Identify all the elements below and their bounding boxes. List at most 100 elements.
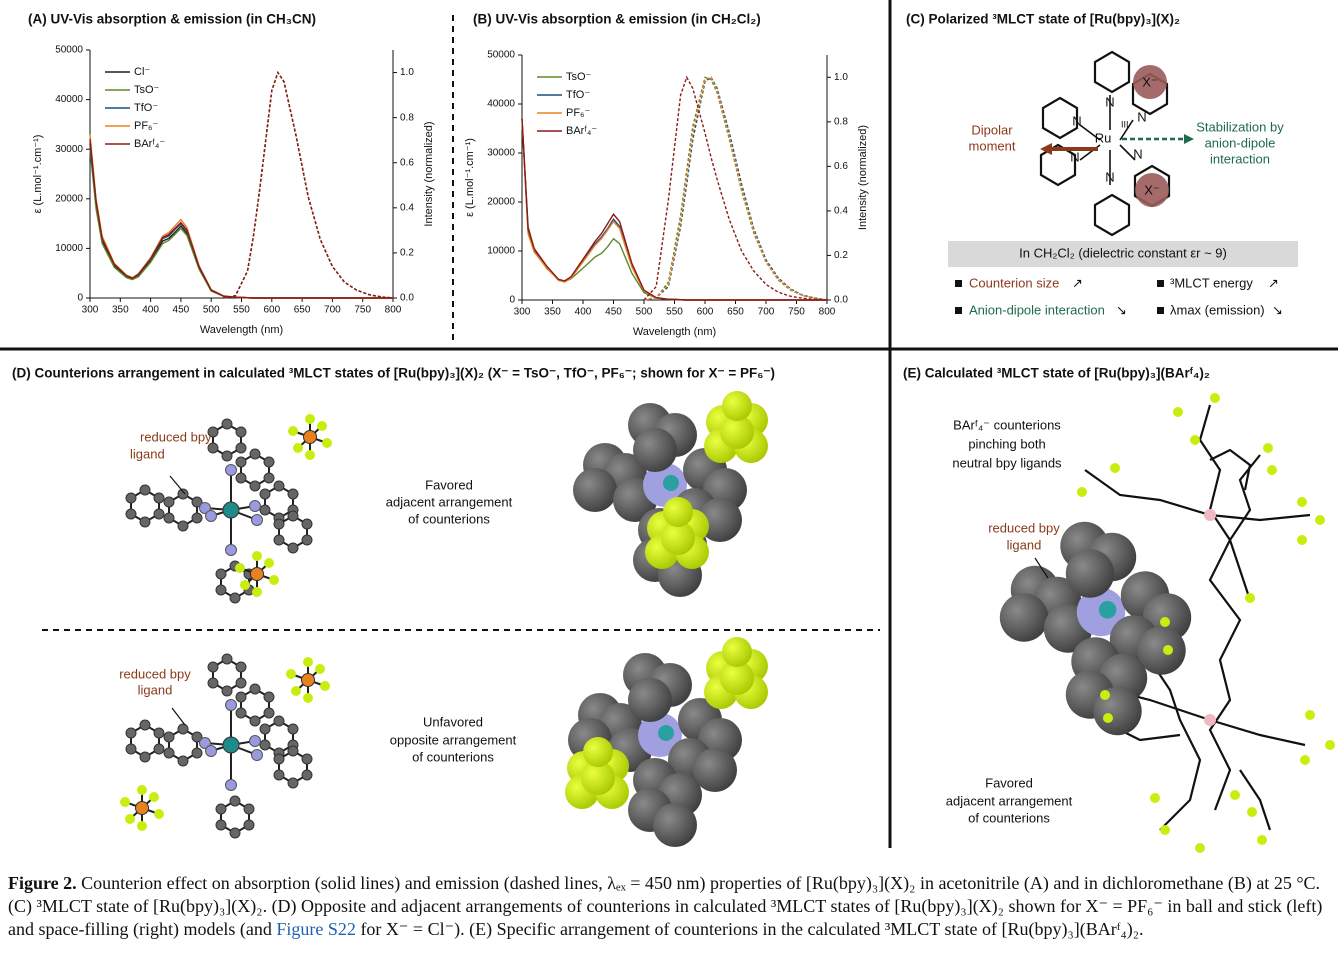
molecular-model xyxy=(999,393,1335,853)
ligand-label: reduced bpy xyxy=(119,666,191,681)
space-filling-model xyxy=(565,637,768,847)
legend-label: PF₆⁻ xyxy=(566,107,590,119)
y-tick-label: 10000 xyxy=(55,243,83,254)
y2-tick-label: 1.0 xyxy=(400,67,414,78)
ligand-label: reduced bpy xyxy=(988,520,1060,535)
ligand-label: ligand xyxy=(1007,537,1042,552)
ligand-label: ligand xyxy=(138,682,173,697)
x-tick-label: 650 xyxy=(294,305,311,316)
y-tick-label: 10000 xyxy=(487,246,515,257)
stabilization-label: interaction xyxy=(1210,151,1270,166)
x-tick-label: 750 xyxy=(788,307,805,318)
y-tick-label: 0 xyxy=(509,295,515,306)
panel-c: (C) Polarized ³MLCT state of [Ru(bpy)₃](… xyxy=(906,12,1298,317)
arrangement-label: Favored xyxy=(985,775,1033,790)
x-tick-label: 450 xyxy=(605,307,622,318)
x-tick-label: 550 xyxy=(233,305,250,316)
x-tick-label: 650 xyxy=(727,307,744,318)
ligand-label: ligand xyxy=(130,446,165,461)
charts: (A) UV-Vis absorption & emission (in CH₃… xyxy=(28,12,869,338)
row-trend: ↗ xyxy=(1268,275,1279,290)
arrangement-label: adjacent arrangement xyxy=(386,494,513,509)
x-tick-label: 500 xyxy=(636,307,653,318)
row-trend: ↘ xyxy=(1116,302,1127,317)
anion-label: X⁻ xyxy=(1142,74,1158,89)
x-tick-label: 600 xyxy=(697,307,714,318)
table-header: In CH₂Cl₂ (dielectric constant εr ~ 9) xyxy=(1019,245,1227,260)
y-tick-label: 20000 xyxy=(487,197,515,208)
legend-label: TfO⁻ xyxy=(134,102,158,114)
figure-caption: Figure 2. Counterion effect on absorptio… xyxy=(8,872,1334,941)
panel-e: (E) Calculated ³MLCT state of [Ru(bpy)₃]… xyxy=(903,366,1335,853)
ball-and-stick-model xyxy=(126,413,333,603)
ball-and-stick-model xyxy=(119,654,331,838)
bullet xyxy=(1157,307,1164,314)
row-label: ³MLCT energy xyxy=(1170,275,1253,290)
x-tick-label: 600 xyxy=(263,305,280,316)
emission-line xyxy=(643,76,828,301)
y2-axis-label: Intensity (normalized) xyxy=(423,121,435,226)
legend-label: TsO⁻ xyxy=(134,84,160,96)
space-filling-model xyxy=(573,391,768,597)
atom-label: N xyxy=(1133,146,1142,161)
x-tick-label: 300 xyxy=(82,305,99,316)
x-tick-label: 400 xyxy=(142,305,159,316)
y2-tick-label: 0.0 xyxy=(834,295,848,306)
counterion-label: pinching both xyxy=(968,436,1045,451)
y-tick-label: 50000 xyxy=(55,45,83,56)
y-tick-label: 0 xyxy=(77,293,83,304)
absorption-line xyxy=(89,134,393,299)
y-tick-label: 30000 xyxy=(55,144,83,155)
y2-tick-label: 0.6 xyxy=(400,157,414,168)
figure: (A) UV-Vis absorption & emission (in CH₃… xyxy=(0,0,1338,853)
atom-label: N xyxy=(1105,169,1114,184)
panel-title: (D) Counterions arrangement in calculate… xyxy=(12,366,775,381)
y2-tick-label: 0.2 xyxy=(400,248,414,259)
y-tick-label: 50000 xyxy=(487,50,515,61)
row-trend: ↘ xyxy=(1272,302,1283,317)
arrangement-label: of counterions xyxy=(968,810,1050,825)
x-tick-label: 700 xyxy=(324,305,341,316)
atom-label: N xyxy=(1137,109,1146,124)
caption-text: Counterion effect on absorption (solid l… xyxy=(8,873,1323,939)
ligand-label: reduced bpy xyxy=(140,429,212,444)
x-tick-label: 500 xyxy=(203,305,220,316)
x-tick-label: 700 xyxy=(758,307,775,318)
y-axis-label: ε (L.mol⁻¹.cm⁻¹) xyxy=(32,135,44,214)
y-tick-label: 40000 xyxy=(487,99,515,110)
atom-label: N xyxy=(1070,149,1079,164)
x-tick-label: 800 xyxy=(819,307,836,318)
x-tick-label: 400 xyxy=(575,307,592,318)
x-tick-label: 750 xyxy=(354,305,371,316)
y2-tick-label: 0.8 xyxy=(834,116,848,127)
stabilization-label: Stabilization by xyxy=(1196,119,1284,134)
y2-tick-label: 1.0 xyxy=(834,72,848,83)
y2-tick-label: 0.6 xyxy=(834,161,848,172)
y-tick-label: 40000 xyxy=(55,94,83,105)
x-tick-label: 350 xyxy=(112,305,129,316)
caption-link[interactable]: Figure S22 xyxy=(276,919,356,939)
x-tick-label: 800 xyxy=(385,305,402,316)
y2-axis-label: Intensity (normalized) xyxy=(857,125,869,230)
anion-label: X⁻ xyxy=(1144,182,1160,197)
emission-line xyxy=(223,70,394,299)
x-tick-label: 450 xyxy=(173,305,190,316)
counterion-label: BArᶠ₄⁻ counterions xyxy=(953,417,1061,432)
legend-label: TfO⁻ xyxy=(566,89,590,101)
y2-tick-label: 0.4 xyxy=(400,202,414,213)
panel-title: (C) Polarized ³MLCT state of [Ru(bpy)₃](… xyxy=(906,12,1180,27)
panel-title: (E) Calculated ³MLCT state of [Ru(bpy)₃]… xyxy=(903,366,1210,381)
arrangement-label: adjacent arrangement xyxy=(946,793,1073,808)
y2-tick-label: 0.2 xyxy=(834,250,848,261)
row-label: Counterion size xyxy=(969,275,1059,290)
chart-title: (B) UV-Vis absorption & emission (in CH₂… xyxy=(473,12,761,27)
arrangement-label: Favored xyxy=(425,477,473,492)
y-tick-label: 20000 xyxy=(55,193,83,204)
absorption-line xyxy=(89,139,393,299)
legend-label: BArᶠ₄⁻ xyxy=(566,125,597,137)
emission-line xyxy=(643,76,828,301)
y2-tick-label: 0.4 xyxy=(834,206,848,217)
x-tick-label: 350 xyxy=(544,307,561,318)
chart: (B) UV-Vis absorption & emission (in CH₂… xyxy=(464,12,869,338)
